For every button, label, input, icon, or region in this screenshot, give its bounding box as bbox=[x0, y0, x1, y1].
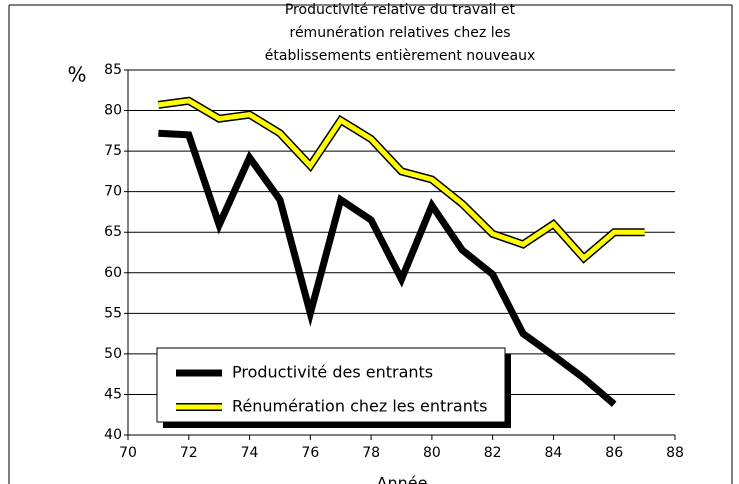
y-tick-label: 80 bbox=[104, 103, 122, 119]
line bbox=[158, 129, 617, 407]
x-axis-label: Année bbox=[377, 474, 428, 484]
x-tick-label: 76 bbox=[301, 445, 319, 461]
y-tick-label: 65 bbox=[104, 224, 122, 240]
x-tick-label: 70 bbox=[119, 445, 137, 461]
y-tick-label: 45 bbox=[104, 386, 122, 402]
chart-title: établissements entièrement nouveaux bbox=[265, 48, 535, 64]
y-tick-label: 40 bbox=[104, 427, 122, 443]
y-tick-label: 55 bbox=[104, 305, 122, 321]
x-tick-label: 78 bbox=[362, 445, 380, 461]
y-tick-label: 60 bbox=[104, 265, 122, 281]
x-tick-label: 84 bbox=[545, 445, 563, 461]
x-tick-label: 88 bbox=[666, 445, 684, 461]
y-tick-label: 70 bbox=[104, 184, 122, 200]
y-tick-label: 75 bbox=[104, 143, 122, 159]
x-tick-label: 86 bbox=[605, 445, 623, 461]
legend-label: Productivité des entrants bbox=[232, 363, 433, 382]
y-axis-label: % bbox=[67, 63, 86, 87]
y-tick-label: 85 bbox=[104, 62, 122, 78]
x-tick-label: 82 bbox=[484, 445, 502, 461]
legend-label: Rénumération chez les entrants bbox=[232, 397, 487, 416]
x-tick-label: 80 bbox=[423, 445, 441, 461]
line bbox=[158, 98, 645, 262]
chart-title: rémunération relatives chez les bbox=[290, 25, 511, 41]
chart-title: Productivité relative du travail et bbox=[285, 2, 516, 18]
x-tick-label: 74 bbox=[241, 445, 259, 461]
x-tick-label: 72 bbox=[180, 445, 198, 461]
y-tick-label: 50 bbox=[104, 346, 122, 362]
